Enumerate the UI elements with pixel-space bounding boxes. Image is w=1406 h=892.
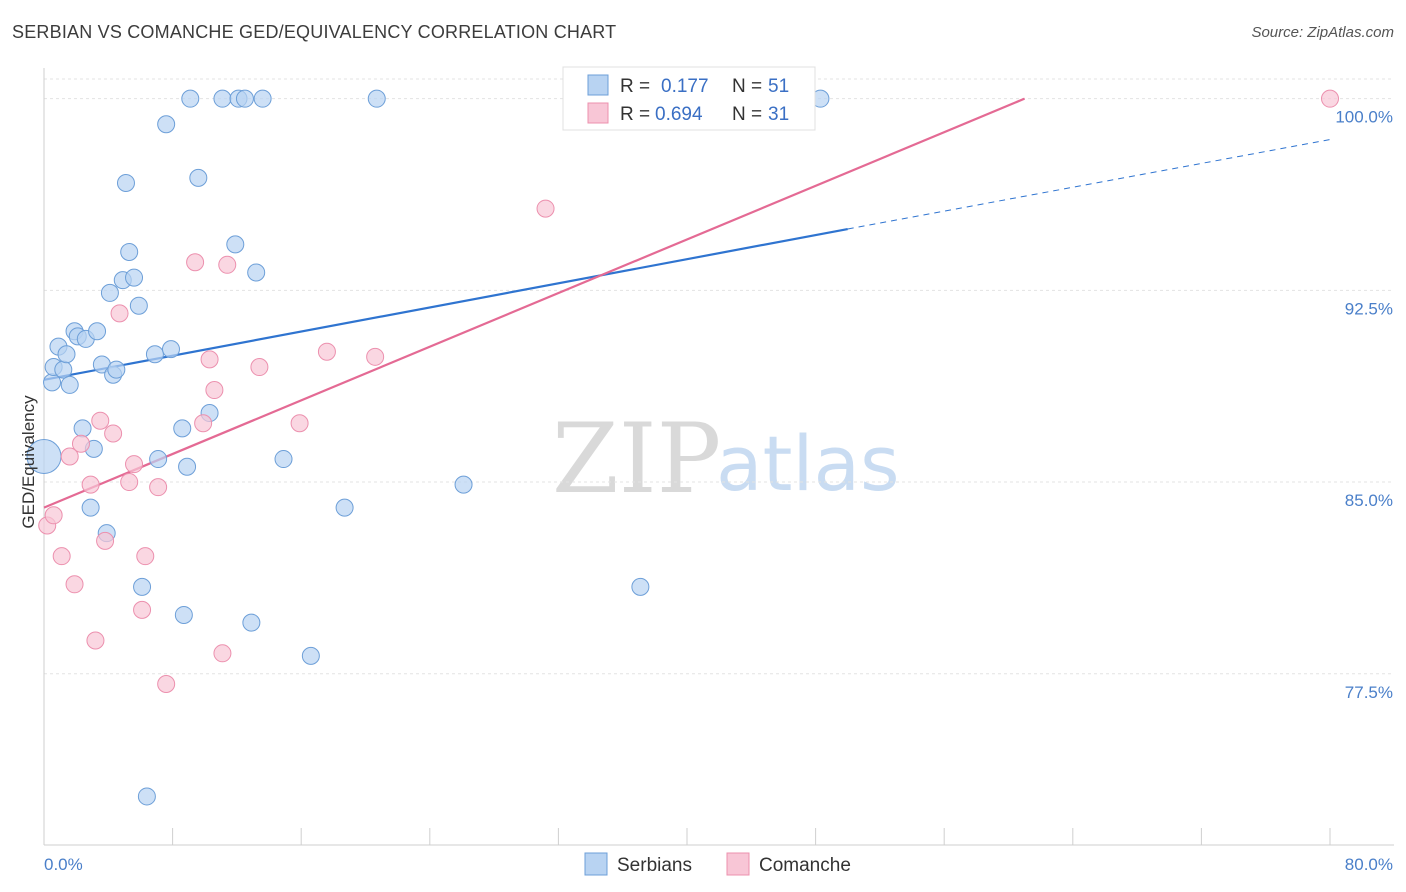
comanche-point — [157, 674, 176, 693]
legend-n-label: N = — [732, 76, 762, 97]
comanche-point — [186, 253, 205, 272]
serbians-point — [173, 419, 192, 438]
bottom-legend-swatch-comanche — [726, 852, 750, 876]
comanche-point — [65, 575, 84, 594]
comanche-point — [110, 304, 129, 323]
serbians-point — [60, 375, 79, 394]
legend-swatch-comanche — [587, 102, 609, 124]
serbians-point — [73, 419, 92, 438]
legend-r-label: R = — [620, 104, 650, 125]
serbians-point — [454, 475, 473, 494]
watermark-zip: ZIP — [552, 403, 721, 515]
serbians-point — [129, 296, 148, 315]
serbians-point — [174, 605, 193, 624]
comanche-point — [71, 434, 90, 453]
bottom-legend: Serbians Comanche — [584, 852, 851, 876]
legend-r-value-comanche: 0.694 — [655, 104, 703, 125]
legend-n-label: N = — [732, 104, 762, 125]
serbians-point — [125, 268, 144, 287]
legend-n-value-serbians: 51 — [768, 76, 789, 97]
comanche-point — [536, 199, 555, 218]
comanche-trend-line — [43, 97, 1025, 509]
serbians-trend-extension — [847, 139, 1331, 230]
y-tick-label: 85.0% — [1345, 491, 1393, 510]
comanche-point — [125, 455, 144, 474]
serbians-point — [88, 322, 107, 341]
comanche-point — [91, 411, 110, 430]
serbians-point — [189, 168, 208, 187]
serbians-point — [213, 89, 232, 108]
x-tick-label: 0.0% — [44, 855, 83, 874]
serbians-point — [157, 115, 176, 134]
bottom-legend-swatch-serbians — [584, 852, 608, 876]
serbians-point — [116, 174, 135, 193]
serbians-point — [335, 498, 354, 517]
serbians-point — [107, 360, 126, 379]
legend: R = 0.177 N = 51 R = 0.694 N = 31 — [562, 66, 816, 131]
bottom-legend-comanche: Comanche — [759, 855, 851, 876]
serbians-trend-line — [43, 227, 848, 381]
legend-r-label: R = — [620, 76, 650, 97]
comanche-point — [205, 381, 224, 400]
comanche-point — [317, 342, 336, 361]
comanche-point — [1321, 89, 1339, 108]
axes: 77.5% 85.0% 92.5% 100.0% 0.0% 80.0% — [43, 68, 1394, 874]
comanche-point — [200, 350, 219, 369]
comanche-point — [120, 473, 139, 492]
comanche-point — [44, 506, 63, 525]
serbians-point — [81, 498, 100, 517]
comanche-point — [104, 424, 123, 443]
serbians-point — [178, 457, 197, 476]
legend-n-value-comanche: 31 — [768, 104, 789, 125]
comanche-point — [218, 255, 237, 274]
serbians-point — [54, 360, 73, 379]
serbians-point — [301, 646, 320, 665]
serbians-point — [149, 450, 168, 469]
y-tick-label: 100.0% — [1335, 108, 1393, 127]
y-tick-label: 77.5% — [1345, 683, 1393, 702]
serbians-point — [57, 345, 76, 364]
comanche-point — [149, 478, 168, 497]
comanche-point — [213, 644, 232, 663]
serbians-point — [161, 340, 180, 359]
bottom-legend-serbians: Serbians — [617, 855, 692, 876]
chart-title: SERBIAN VS COMANCHE GED/EQUIVALENCY CORR… — [12, 22, 617, 42]
serbians-point — [274, 450, 293, 469]
serbians-point — [100, 283, 119, 302]
comanche-point — [81, 475, 100, 494]
serbians-point — [631, 577, 650, 596]
gridlines — [44, 78, 1394, 675]
serbians-point — [226, 235, 245, 254]
comanche-point — [60, 447, 79, 466]
comanche-point — [136, 547, 155, 566]
legend-swatch-serbians — [587, 74, 609, 96]
serbians-point — [120, 243, 139, 262]
y-axis-label: GED/Equivalency — [19, 395, 38, 529]
serbians-point — [253, 89, 272, 108]
comanche-point — [366, 347, 385, 366]
comanche-point — [194, 414, 213, 433]
serbians-point — [133, 577, 152, 596]
comanche-point — [290, 414, 309, 433]
serbians-point — [137, 787, 156, 806]
watermark-atlas: atlas — [716, 419, 900, 508]
serbians-point — [242, 613, 261, 632]
legend-r-value-serbians: 0.177 — [661, 76, 709, 97]
comanche-point — [250, 358, 269, 377]
data-points — [26, 89, 1339, 806]
comanche-point — [96, 531, 115, 550]
y-tick-label: 92.5% — [1345, 299, 1393, 318]
serbians-point — [145, 345, 164, 364]
source-label: Source: ZipAtlas.com — [1251, 24, 1394, 41]
serbians-point — [367, 89, 386, 108]
serbians-point — [235, 89, 254, 108]
serbians-point — [181, 89, 200, 108]
x-tick-label: 80.0% — [1345, 855, 1393, 874]
serbians-point — [247, 263, 266, 282]
comanche-point — [133, 600, 152, 619]
comanche-point — [52, 547, 71, 566]
comanche-point — [86, 631, 105, 650]
